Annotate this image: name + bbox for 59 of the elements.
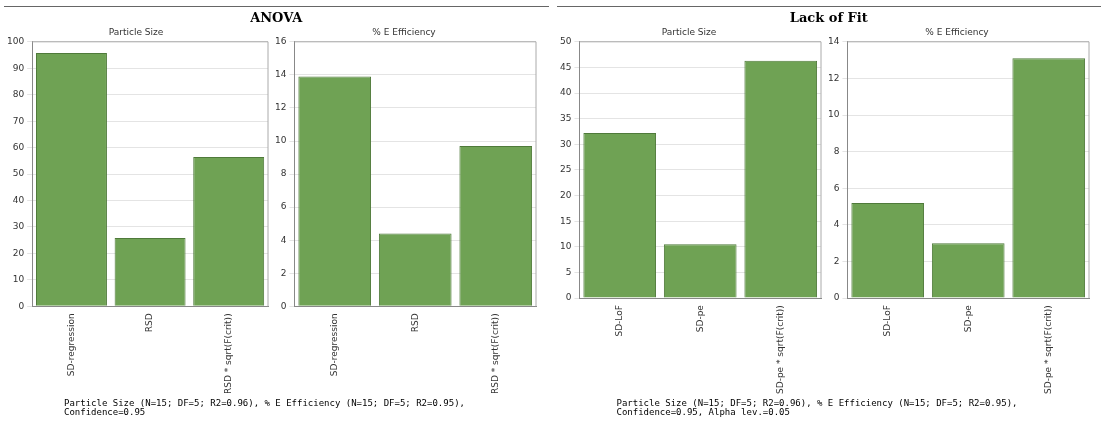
y-tick-label: 0	[565, 292, 572, 303]
chart-title: Lack of Fit	[788, 9, 869, 25]
chart-subtitle: % E Efficiency	[372, 26, 437, 37]
text: Particle Size (N=15; DF=5; R2=0.96), % E Efficiency (N=15; DF=5; R2=0.95), Confidence=0.95	[63, 398, 466, 417]
y-tick-label: 25	[559, 164, 571, 175]
y-tick-label: 8	[833, 145, 840, 156]
y-tick-label: 60	[12, 141, 25, 152]
y-tick-label: 30	[12, 221, 25, 232]
y-tick-label: 16	[275, 36, 287, 47]
y-tick-label: 10	[12, 274, 25, 285]
y-tick-label: 50	[559, 36, 572, 47]
y-tick-label: 20	[12, 247, 25, 258]
y-tick-label: 15	[559, 215, 571, 226]
chart-subtitle: % E Efficiency	[924, 26, 989, 37]
y-tick-label: 10	[275, 135, 287, 146]
y-tick-label: 35	[559, 113, 571, 124]
y-tick-label: 14	[275, 69, 287, 80]
y-tick-label: 30	[559, 138, 572, 149]
y-tick-label: 40	[12, 194, 25, 205]
chart-subtitle: Particle Size	[108, 26, 164, 37]
y-tick-label: 2	[280, 267, 287, 278]
x-tick-label: SD-regression	[329, 313, 340, 377]
y-tick-label: 40	[559, 87, 572, 98]
y-tick-label: 10	[559, 241, 572, 252]
x-tick-label: RSD	[409, 313, 420, 333]
y-tick-label: 70	[12, 115, 25, 126]
chart-subtitle: Particle Size	[661, 26, 717, 37]
x-tick-label: SD-pe * sqrt(F(crit))	[774, 305, 785, 395]
x-tick-label: SD-LoF	[613, 305, 624, 337]
y-tick-label: 6	[833, 182, 840, 193]
y-tick-label: 4	[280, 234, 287, 245]
y-tick-label: 5	[565, 266, 571, 277]
y-tick-label: 14	[827, 36, 840, 47]
x-tick-label: RSD	[144, 313, 155, 333]
y-tick-label: 45	[559, 61, 571, 72]
y-tick-label: 10	[827, 109, 840, 120]
y-tick-label: 0	[18, 300, 25, 311]
y-tick-label: 8	[280, 168, 287, 179]
chart-title: ANOVA	[249, 9, 304, 25]
y-tick-label: 100	[6, 36, 25, 47]
y-tick-label: 0	[833, 292, 840, 303]
y-tick-label: 90	[12, 62, 25, 73]
y-tick-label: 50	[12, 168, 25, 179]
x-tick-label: SD-regression	[65, 313, 76, 377]
y-tick-label: 4	[833, 219, 840, 230]
x-tick-label: RSD * sqrt(F(crit))	[223, 313, 234, 395]
y-tick-label: 6	[280, 201, 287, 212]
x-tick-label: RSD * sqrt(F(crit))	[490, 313, 501, 395]
x-tick-label: SD-pe * sqrt(F(crit))	[1042, 305, 1053, 395]
y-tick-label: 12	[275, 102, 287, 113]
y-tick-label: 2	[833, 255, 839, 266]
x-tick-label: SD-pe	[694, 304, 705, 333]
y-tick-label: 12	[827, 72, 839, 83]
text: Particle Size (N=15; DF=5; R2=0.96), % E Efficiency (N=15; DF=5; R2=0.95), Confidence=0.95, Alpha lev.=0.05	[615, 398, 1019, 417]
y-tick-label: 20	[559, 189, 572, 200]
y-tick-label: 80	[12, 89, 25, 100]
x-tick-label: SD-pe	[962, 304, 973, 333]
y-tick-label: 0	[280, 300, 287, 311]
x-tick-label: SD-LoF	[881, 305, 892, 337]
